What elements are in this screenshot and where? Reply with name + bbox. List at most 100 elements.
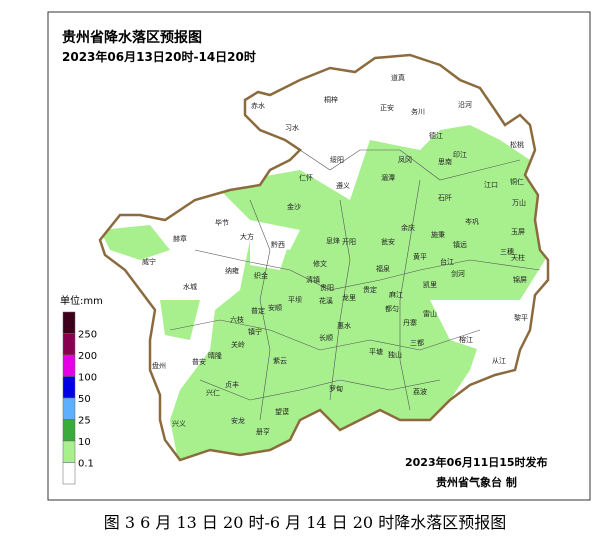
legend: 250 200 100 50 25 10 0.1 [62,311,97,485]
county-label: 贞丰 [225,380,239,389]
legend-swatch [62,397,76,420]
county-label: 镇宁 [248,327,262,336]
county-label: 息烽 [326,236,340,245]
county-label: 正安 [380,103,394,112]
map-title: 贵州省降水落区预报图 [62,29,202,46]
county-label: 岑巩 [465,217,479,226]
rain-light [100,225,170,260]
legend-label: 200 [78,351,97,362]
no-rain [250,240,290,270]
county-label: 锦屏 [513,275,527,284]
county-label: 开阳 [342,237,356,246]
caption: 图 3 6 月 13 日 20 时-6 月 14 日 20 时降水落区预报图 [104,513,506,532]
legend-label: 0.1 [78,459,94,470]
legend-swatch [62,354,76,377]
legend-swatch [62,419,76,442]
county-label: 福泉 [376,264,390,273]
county-label: 毕节 [215,218,229,227]
county-label: 兴仁 [206,388,220,397]
map-subtitle: 2023年06月13日20时-14日20时 [62,49,256,64]
rain-light [170,125,545,460]
county-label: 赤水 [251,101,265,110]
county-label: 德江 [429,131,443,140]
county-label: 镇远 [453,240,467,249]
county-label: 万山 [512,198,526,207]
county-label: 黄平 [413,252,427,261]
county-label: 仁怀 [299,173,313,182]
legend-label: 10 [78,437,91,448]
county-label: 道真 [391,73,405,82]
county-label: 玉屏 [511,228,525,236]
county-label: 剑河 [451,269,465,278]
county-label: 金沙 [287,202,301,211]
legend-title: 单位:mm [60,294,103,307]
county-label: 晴隆 [208,351,222,360]
county-label: 紫云 [273,357,287,365]
county-label: 江口 [484,181,498,189]
county-label: 龙里 [342,293,356,302]
county-label: 纳雍 [225,266,239,275]
legend-swatch [62,376,76,399]
county-label: 独山 [388,350,402,359]
county-label: 思南 [438,157,452,166]
county-label: 桐梓 [324,95,338,104]
county-label: 天柱 [511,253,525,262]
county-label: 习水 [285,123,299,132]
legend-swatch [62,333,76,356]
county-label: 施秉 [431,230,445,239]
county-label: 铜仁 [510,177,524,186]
county-label: 普定 [251,306,265,315]
county-label: 丹寨 [403,318,417,327]
county-label: 水城 [183,282,197,291]
legend-label: 50 [78,394,91,405]
county-label: 关岭 [231,340,245,349]
county-label: 凯里 [423,280,437,289]
county-label: 惠水 [337,321,351,330]
county-label: 赫章 [173,234,187,243]
county-label: 从江 [492,357,506,365]
county-label: 六枝 [230,315,244,324]
county-label: 贵阳 [320,283,334,292]
county-label: 三穗 [500,247,514,256]
county-label: 普安 [192,357,206,366]
county-label: 绥阳 [330,155,344,164]
county-label: 榕江 [459,335,473,344]
county-label: 黔西 [271,240,285,249]
county-label: 贵定 [363,285,377,294]
county-label: 麻江 [389,290,403,299]
county-label: 平坝 [288,295,302,304]
legend-swatch [62,462,76,485]
county-label: 修文 [313,259,327,268]
county-label: 安龙 [231,416,245,425]
issued-time: 2023年06月11日15时发布 [405,455,548,469]
issuer: 贵州省气象台 制 [436,475,517,489]
county-label: 雷山 [423,309,437,318]
county-label: 务川 [411,107,425,116]
county-label: 台江 [440,257,454,266]
province-border [98,53,550,462]
county-label: 清镇 [306,275,320,284]
county-label: 盘州 [152,361,166,370]
county-label: 荔波 [413,387,427,396]
county-label: 花溪 [319,296,333,305]
county-borders [169,149,541,421]
county-label: 瓮安 [381,237,395,246]
legend-label: 100 [78,373,97,384]
county-label: 湄潭 [381,173,395,182]
county-label: 兴义 [172,419,186,428]
county-label: 都匀 [385,304,399,313]
county-label: 三都 [410,339,424,347]
county-label: 册亨 [256,427,270,436]
county-label: 印江 [453,151,467,159]
county-label: 凤冈 [398,156,412,164]
county-label: 长顺 [319,333,333,342]
county-label: 大方 [240,232,254,241]
county-label: 望谟 [275,407,289,416]
county-label: 平塘 [369,347,383,356]
county-label: 织金 [254,271,268,280]
legend-label: 250 [78,330,97,341]
legend-label: 25 [78,416,91,427]
county-label: 石阡 [438,193,452,202]
county-label: 威宁 [142,257,156,266]
